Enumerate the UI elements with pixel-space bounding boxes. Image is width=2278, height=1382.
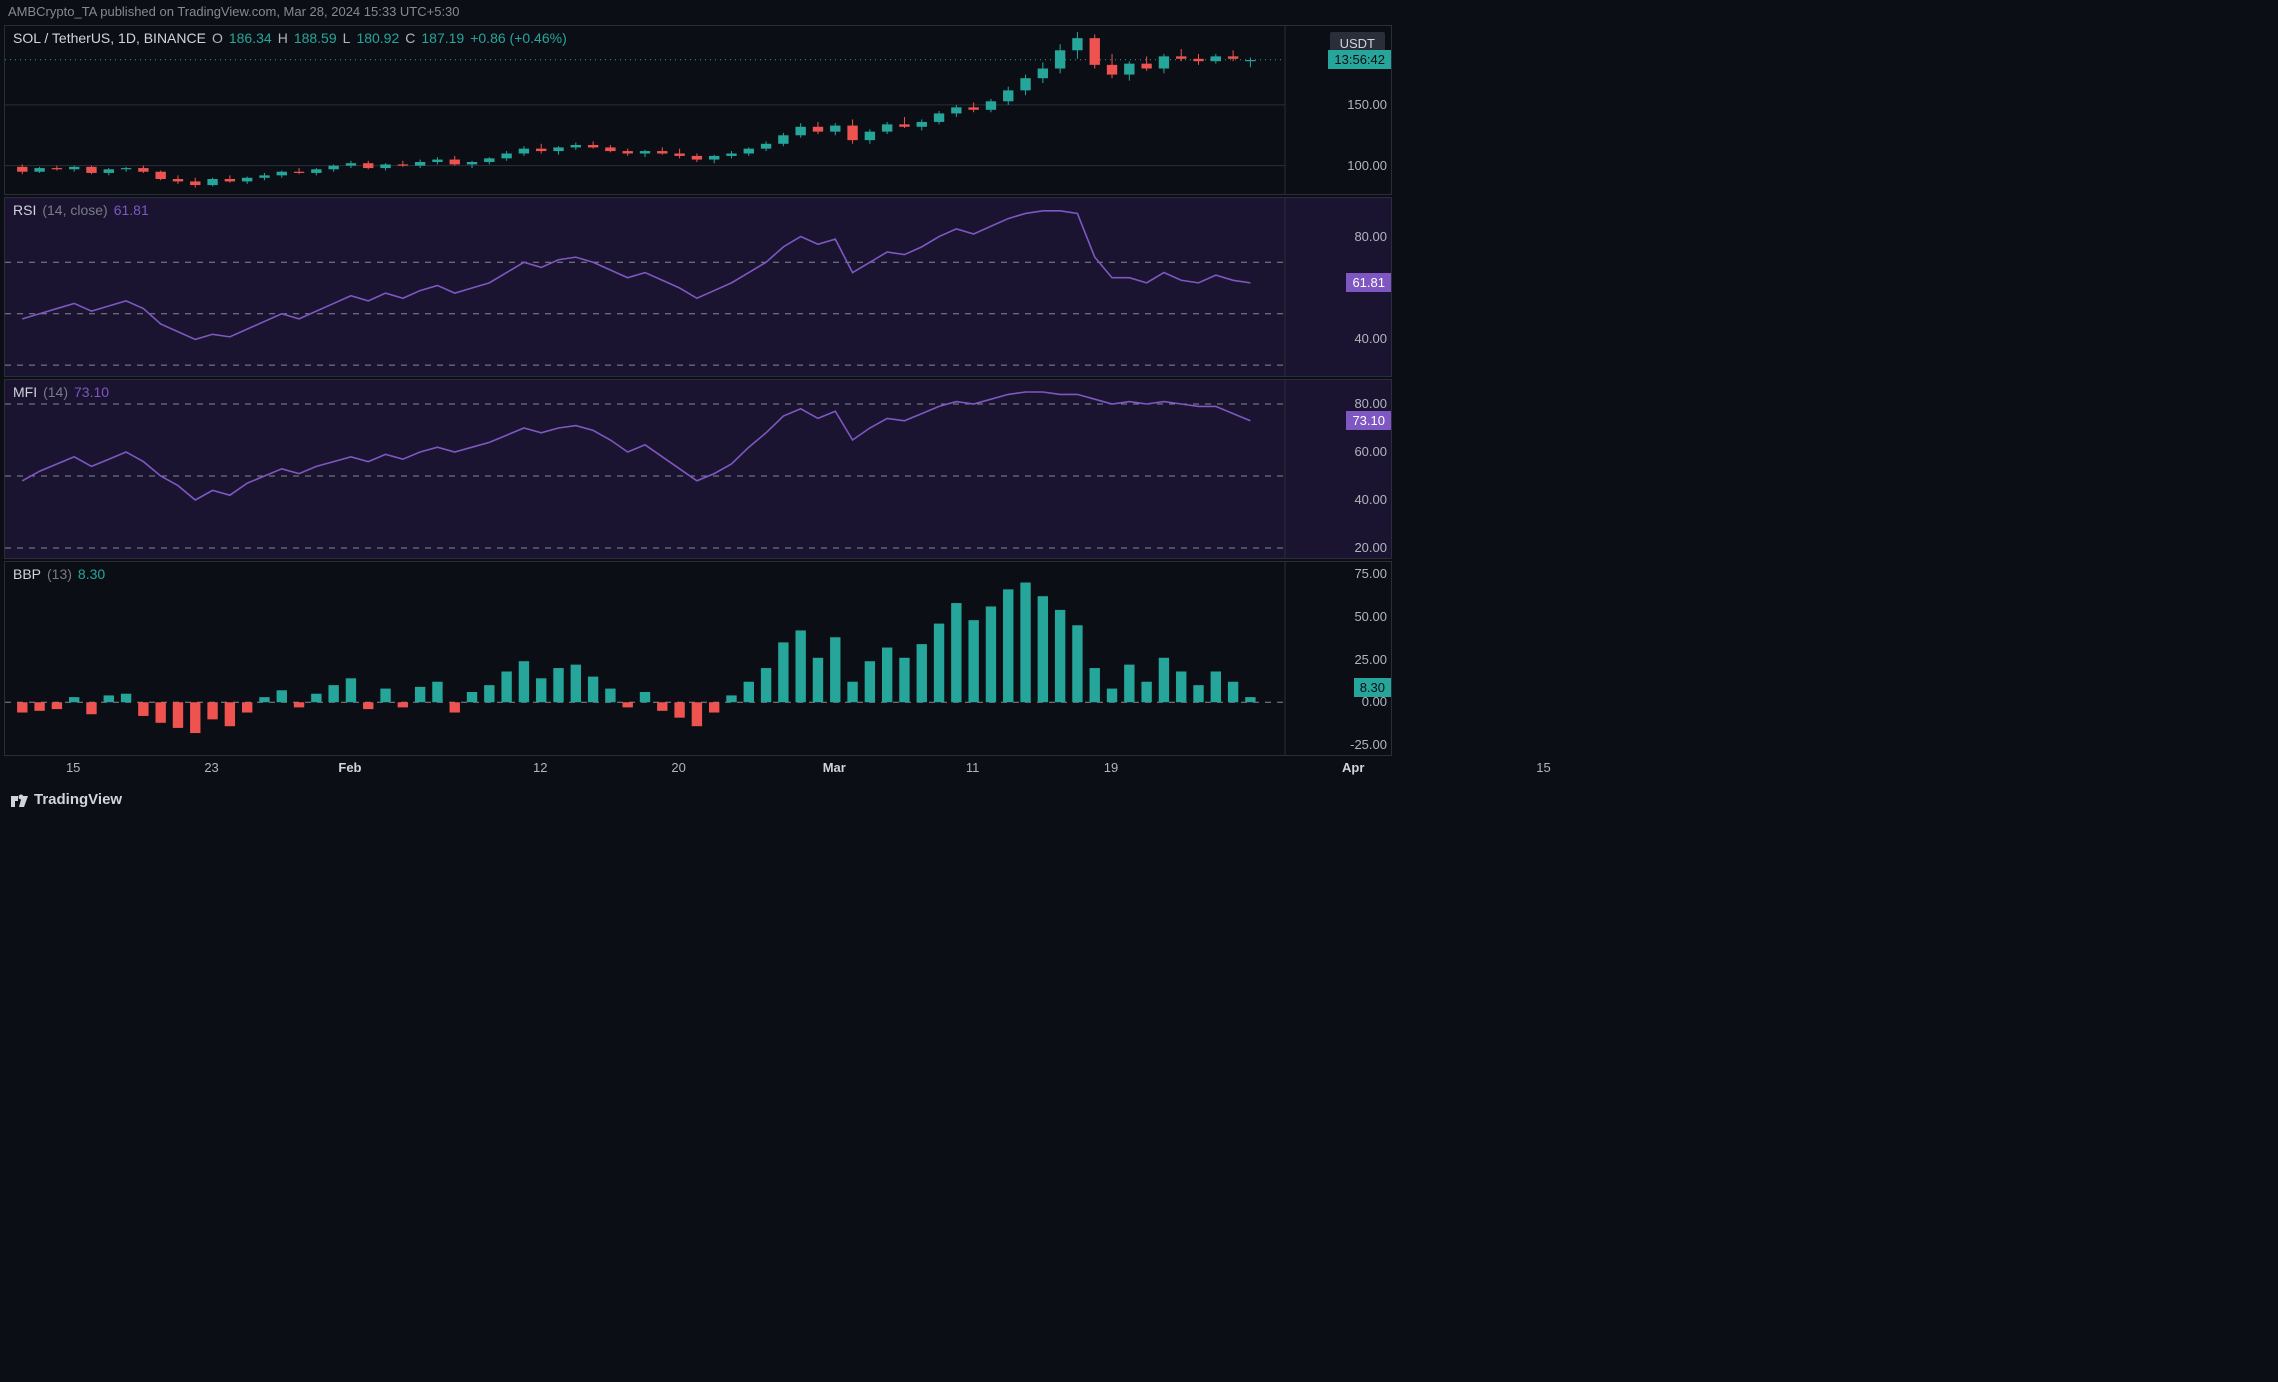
c-val: 187.19 [421,30,464,46]
x-tick-label: 20 [671,760,685,775]
publisher-text: AMBCrypto_TA published on TradingView.co… [8,4,460,19]
mfi-legend: MFI (14) 73.10 [13,384,109,400]
rsi-value: 61.81 [114,202,149,218]
bbp-legend: BBP (13) 8.30 [13,566,105,582]
l-label: L [343,30,351,46]
rsi-legend: RSI (14, close) 61.81 [13,202,149,218]
h-label: H [278,30,288,46]
x-tick-label: 12 [533,760,547,775]
bbp-name: BBP [13,566,41,582]
bbp-panel[interactable]: BBP (13) 8.30 -25.000.0025.0050.0075.008… [4,561,1392,756]
l-val: 180.92 [356,30,399,46]
mfi-panel[interactable]: MFI (14) 73.10 20.0040.0060.0080.0073.10 [4,379,1392,559]
x-tick-label: Mar [823,760,846,775]
tradingview-logo-icon [10,790,28,808]
change: +0.86 (+0.46%) [470,30,567,46]
x-tick-label: 15 [1536,760,1550,775]
time-axis: 1523Feb1220Mar1119Apr15 [4,758,1380,780]
x-tick-label: 23 [204,760,218,775]
mfi-params: (14) [43,384,68,400]
rsi-name: RSI [13,202,36,218]
c-label: C [405,30,415,46]
x-tick-label: 11 [966,760,980,775]
bbp-params: (13) [47,566,72,582]
o-val: 186.34 [229,30,272,46]
quote-currency-button[interactable]: USDT [1330,32,1385,55]
rsi-panel[interactable]: RSI (14, close) 61.81 40.0080.0061.81 [4,197,1392,377]
x-tick-label: Apr [1342,760,1364,775]
publisher-bar: AMBCrypto_TA published on TradingView.co… [0,0,1396,23]
o-label: O [212,30,223,46]
symbol: SOL / TetherUS, 1D, BINANCE [13,30,206,46]
rsi-params: (14, close) [42,202,107,218]
bbp-value: 8.30 [78,566,105,582]
h-val: 188.59 [294,30,337,46]
mfi-value: 73.10 [74,384,109,400]
footer: TradingView [0,780,1396,822]
x-tick-label: 15 [66,760,80,775]
x-tick-label: Feb [338,760,361,775]
tradingview-logo-text: TradingView [34,791,122,808]
mfi-name: MFI [13,384,37,400]
x-tick-label: 19 [1104,760,1118,775]
price-panel[interactable]: SOL / TetherUS, 1D, BINANCE O 186.34 H 188… [4,25,1392,195]
